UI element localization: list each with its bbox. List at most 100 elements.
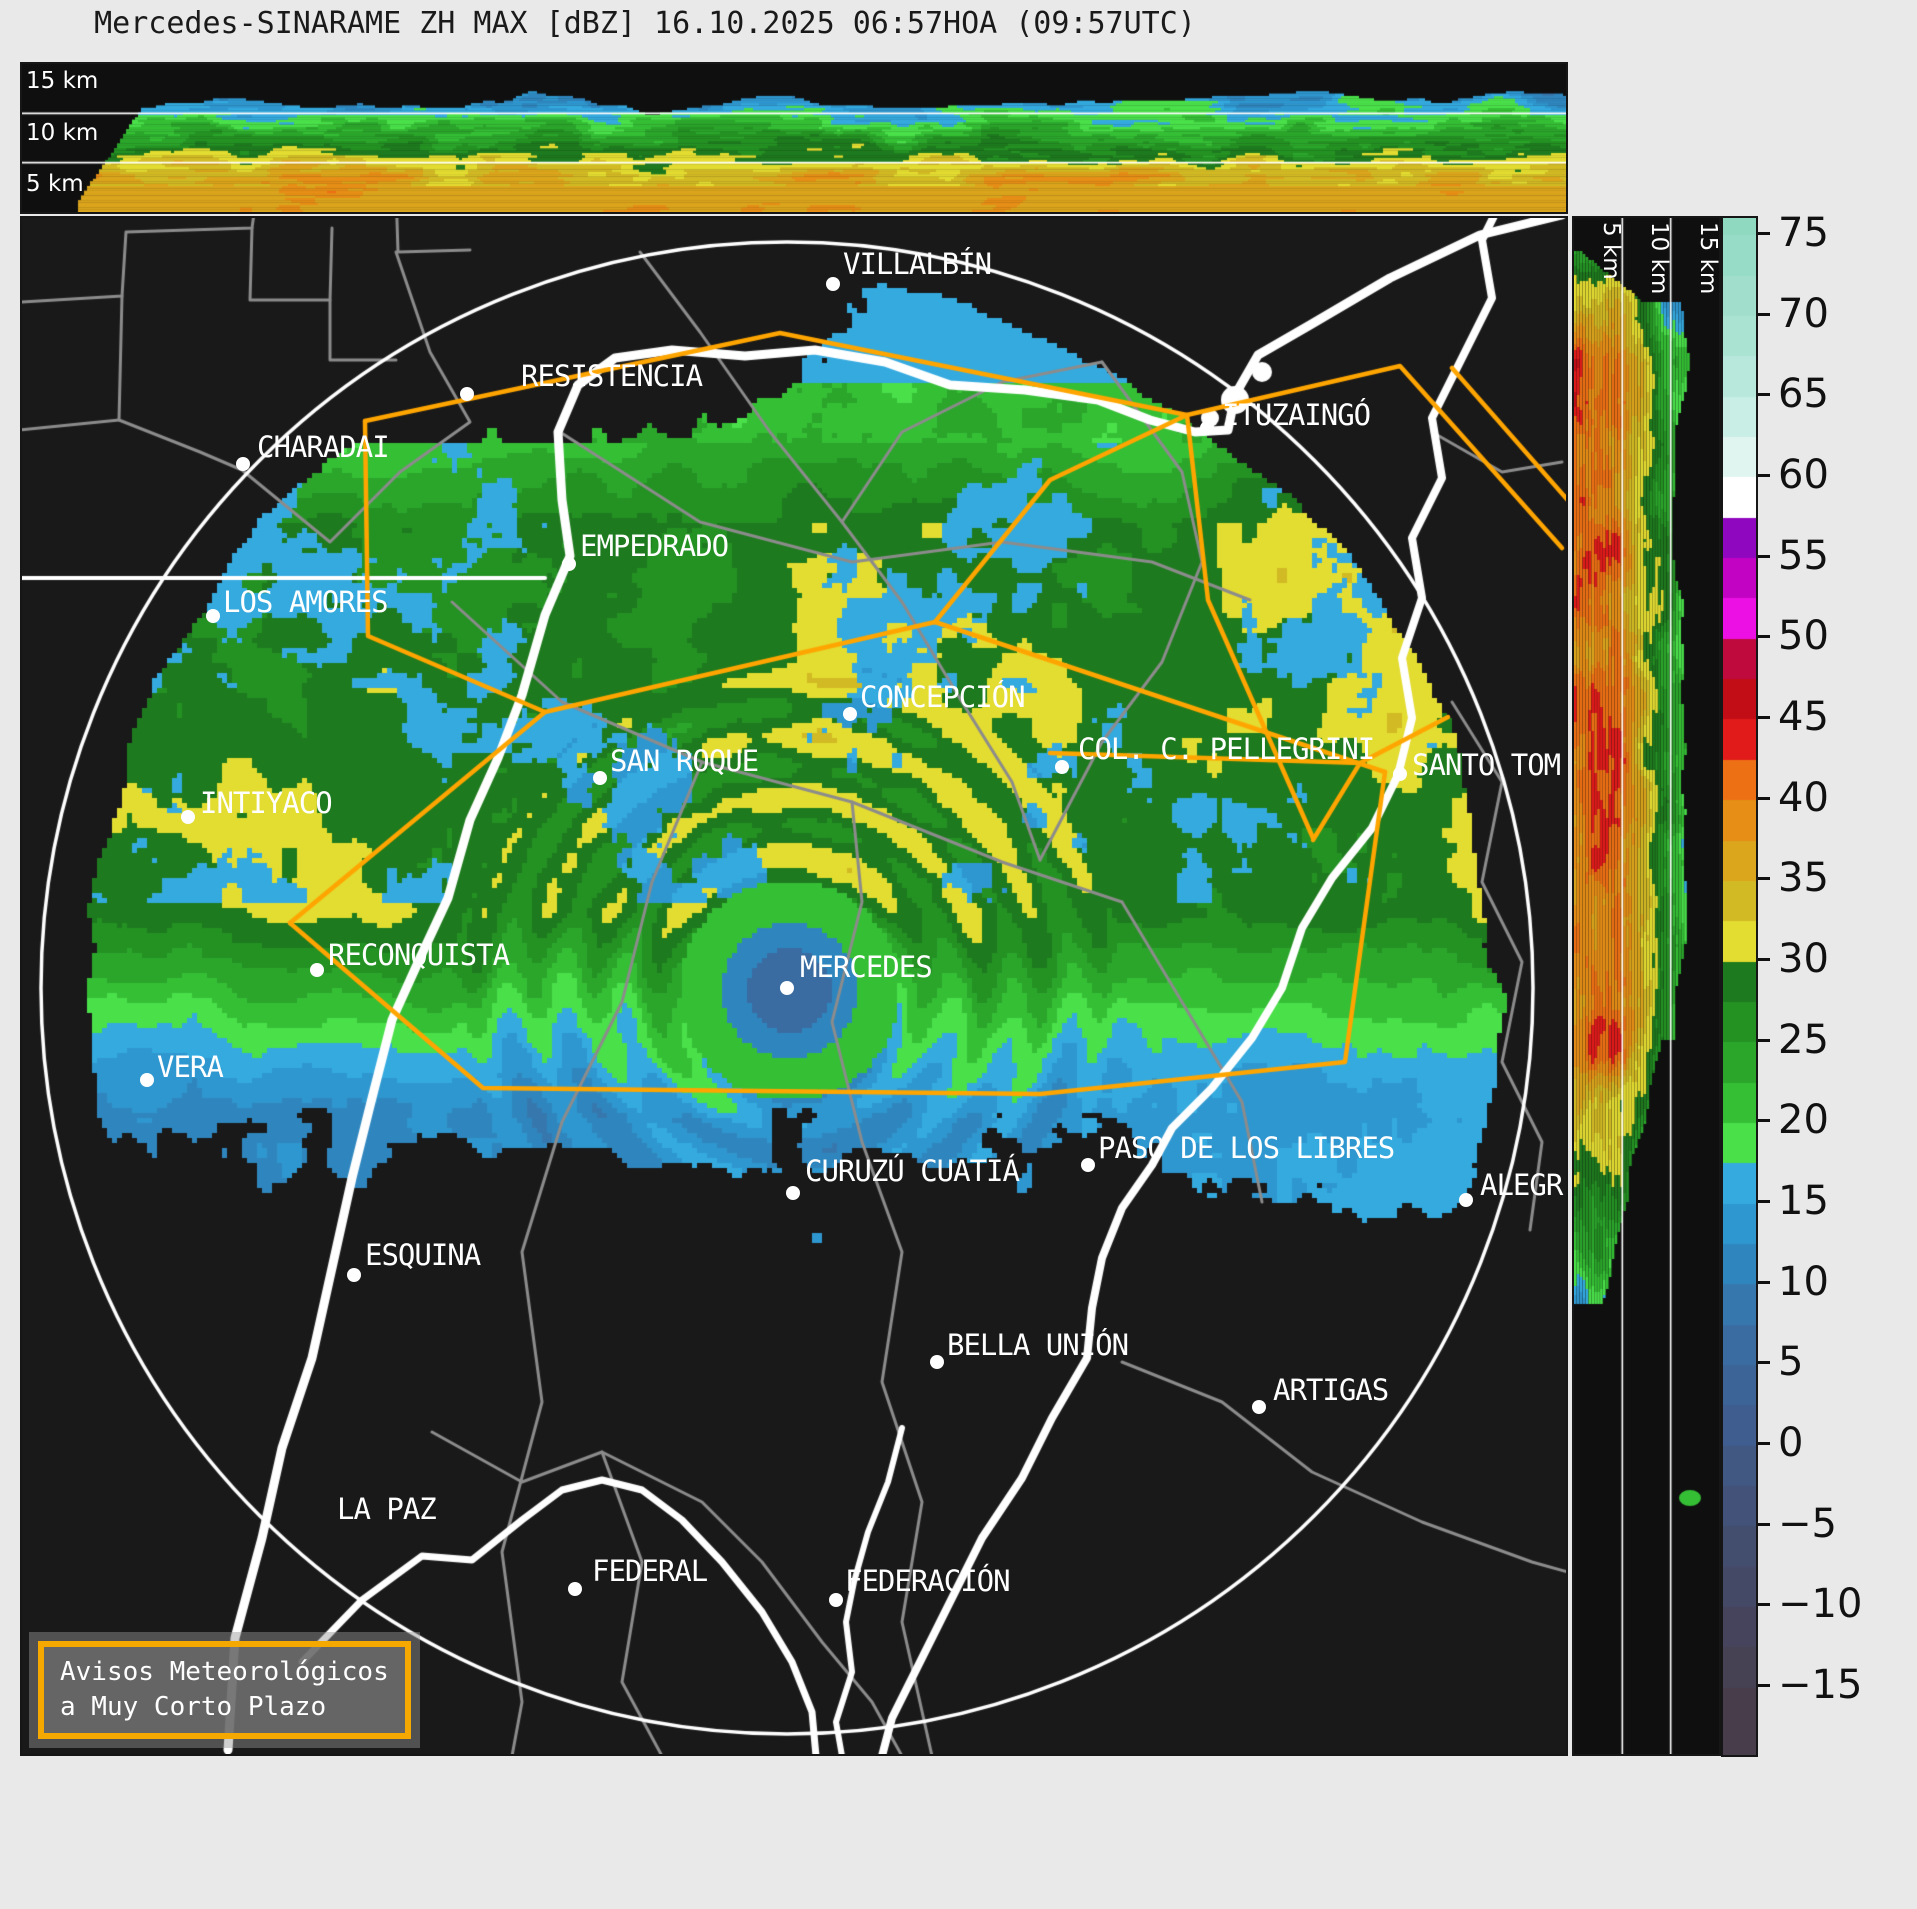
city-label: COL. C. PELLEGRINI bbox=[1078, 732, 1375, 766]
colorbar-tick-mark bbox=[1758, 231, 1770, 235]
city-label: ITUZAINGÓ bbox=[1222, 398, 1371, 432]
colorbar-tick-label: 75 bbox=[1778, 209, 1829, 256]
radar-ppi-map: VILLALBÍN RESISTENCIA CHARADAI ITUZAINGÓ EMP… bbox=[20, 216, 1568, 1756]
city-label: ESQUINA bbox=[365, 1238, 481, 1272]
colorbar-tick-label: −15 bbox=[1778, 1662, 1863, 1709]
city-dot bbox=[310, 963, 324, 977]
colorbar-tick-mark bbox=[1758, 1522, 1770, 1526]
colorbar-tick-mark bbox=[1758, 877, 1770, 881]
city-dot bbox=[460, 387, 474, 401]
colorbar-tick-mark bbox=[1758, 1361, 1770, 1365]
city-dot bbox=[843, 707, 857, 721]
colorbar-tick-label: 35 bbox=[1778, 855, 1829, 902]
city-dot bbox=[829, 1593, 843, 1607]
city-dot bbox=[562, 557, 576, 571]
city-label: RESISTENCIA bbox=[521, 359, 703, 393]
city-label: EMPEDRADO bbox=[580, 529, 729, 563]
city-label: CONCEPCIÓN bbox=[860, 680, 1026, 714]
city-label: VERA bbox=[157, 1050, 224, 1084]
cross-section-top-canvas bbox=[22, 64, 1566, 212]
colorbar-tick-label: 60 bbox=[1778, 451, 1829, 498]
vertical-cross-section-right: 5 km 10 km 15 km bbox=[1572, 216, 1721, 1756]
city-label: LA PAZ bbox=[337, 1492, 437, 1526]
city-dot bbox=[1393, 767, 1407, 781]
dbz-colorbar bbox=[1721, 216, 1758, 1757]
colorbar-tick-mark bbox=[1758, 393, 1770, 397]
colorbar-tick-label: −10 bbox=[1778, 1581, 1863, 1628]
vertical-cross-section-top: 15 km 10 km 5 km bbox=[20, 62, 1568, 214]
colorbar-tick-label: 0 bbox=[1778, 1420, 1804, 1467]
city-label: ARTIGAS bbox=[1273, 1373, 1389, 1407]
axis-label-5km: 5 km bbox=[26, 171, 84, 197]
colorbar-canvas bbox=[1723, 218, 1756, 1755]
city-label: CHARADAI bbox=[257, 430, 390, 464]
city-dot bbox=[593, 771, 607, 785]
axis-label-15km-vertical: 15 km bbox=[1695, 222, 1721, 295]
city-label: LOS AMORES bbox=[223, 585, 389, 619]
city-dot bbox=[1252, 1400, 1266, 1414]
colorbar-tick-mark bbox=[1758, 715, 1770, 719]
footer-branding: Servicio Meteorológico Nacional Argentin… bbox=[0, 1758, 1917, 1909]
colorbar-tick-mark bbox=[1758, 1442, 1770, 1446]
colorbar-tick-label: 25 bbox=[1778, 1016, 1829, 1063]
city-label: FEDERAL bbox=[592, 1554, 708, 1588]
warning-legend-line2: a Muy Corto Plazo bbox=[60, 1691, 327, 1722]
colorbar-tick-mark bbox=[1758, 1119, 1770, 1123]
city-dot bbox=[826, 277, 840, 291]
city-dot bbox=[236, 457, 250, 471]
city-dot bbox=[930, 1355, 944, 1369]
axis-label-10km-vertical: 10 km bbox=[1646, 222, 1672, 295]
city-dot bbox=[568, 1582, 582, 1596]
city-label: BELLA UNIÓN bbox=[947, 1328, 1129, 1362]
colorbar-tick-label: 55 bbox=[1778, 532, 1829, 579]
axis-label-10km: 10 km bbox=[26, 120, 99, 146]
colorbar-tick-label: −5 bbox=[1778, 1500, 1837, 1547]
city-dot bbox=[786, 1186, 800, 1200]
colorbar-tick-label: 45 bbox=[1778, 693, 1829, 740]
colorbar-tick-label: 30 bbox=[1778, 936, 1829, 983]
cross-section-right-canvas bbox=[1574, 218, 1719, 1754]
city-label: SAN ROQUE bbox=[610, 744, 759, 778]
colorbar-tick-mark bbox=[1758, 312, 1770, 316]
warning-legend-border: Avisos Meteorológicos a Muy Corto Plazo bbox=[38, 1640, 411, 1739]
warning-legend-box: Avisos Meteorológicos a Muy Corto Plazo bbox=[29, 1631, 420, 1748]
city-dot bbox=[1055, 760, 1069, 774]
warning-legend-line1: Avisos Meteorológicos bbox=[60, 1656, 389, 1687]
colorbar-tick-mark bbox=[1758, 1038, 1770, 1042]
colorbar-tick-label: 5 bbox=[1778, 1339, 1804, 1386]
axis-label-15km: 15 km bbox=[26, 68, 99, 94]
city-label: CURUZÚ CUATIÁ bbox=[805, 1154, 1020, 1188]
city-label: PASO DE LOS LIBRES bbox=[1098, 1131, 1395, 1165]
colorbar-tick-label: 15 bbox=[1778, 1178, 1829, 1225]
city-label: ALEGR bbox=[1480, 1168, 1563, 1202]
colorbar-tick-mark bbox=[1758, 958, 1770, 962]
city-label: SANTO TOM bbox=[1412, 748, 1561, 782]
city-label: VILLALBÍN bbox=[843, 247, 992, 281]
city-dot bbox=[1459, 1193, 1473, 1207]
city-label: RECONQUISTA bbox=[328, 938, 510, 972]
axis-label-5km-vertical: 5 km bbox=[1598, 222, 1624, 280]
city-dot bbox=[140, 1073, 154, 1087]
colorbar-tick-mark bbox=[1758, 1684, 1770, 1688]
city-label: INTIYACO bbox=[200, 786, 333, 820]
city-dot bbox=[206, 609, 220, 623]
colorbar-tick-mark bbox=[1758, 1280, 1770, 1284]
colorbar-tick-label: 20 bbox=[1778, 1097, 1829, 1144]
colorbar-tick-mark bbox=[1758, 473, 1770, 477]
city-label: MERCEDES bbox=[800, 950, 933, 984]
colorbar-tick-mark bbox=[1758, 1603, 1770, 1607]
radar-map-canvas bbox=[22, 218, 1566, 1754]
city-dot bbox=[347, 1268, 361, 1282]
city-dot bbox=[181, 810, 195, 824]
colorbar-tick-label: 40 bbox=[1778, 774, 1829, 821]
city-dot bbox=[1081, 1158, 1095, 1172]
colorbar-tick-label: 10 bbox=[1778, 1258, 1829, 1305]
city-label: FEDERACIÓN bbox=[845, 1564, 1011, 1598]
city-dot bbox=[1200, 421, 1214, 435]
colorbar-tick-label: 50 bbox=[1778, 613, 1829, 660]
colorbar-tick-label: 70 bbox=[1778, 290, 1829, 337]
page-title: Mercedes-SINARAME ZH MAX [dBZ] 16.10.202… bbox=[94, 6, 1196, 41]
colorbar-tick-mark bbox=[1758, 635, 1770, 639]
city-dot bbox=[780, 981, 794, 995]
